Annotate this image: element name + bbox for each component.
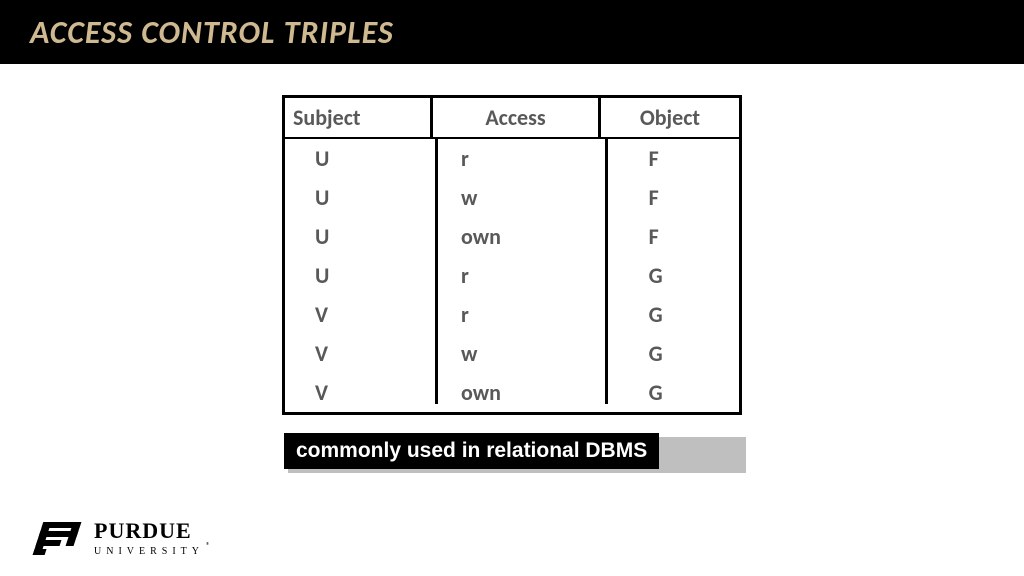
column-header-object: Object [601,98,739,137]
cell-subject: U [285,217,433,256]
purdue-logo-mark [30,520,84,558]
cell-object: G [601,373,739,412]
logo-word: PURDUE [94,520,210,542]
table-divider [605,137,608,404]
table-row: U r G [285,256,739,295]
cell-subject: U [285,139,433,178]
cell-access: r [433,295,601,334]
cell-subject: V [285,373,433,412]
cell-object: G [601,334,739,373]
cell-access: own [433,217,601,256]
cell-access: r [433,139,601,178]
cell-subject: U [285,178,433,217]
logo-subline: UNIVERSITY® [94,542,210,558]
title-bar: ACCESS CONTROL TRIPLES [0,0,1024,64]
registered-icon: ® [206,541,210,551]
table-row: U w F [285,178,739,217]
table-row: V own G [285,373,739,412]
cell-object: G [601,256,739,295]
table-row: V w G [285,334,739,373]
cell-access: w [433,178,601,217]
cell-object: F [601,217,739,256]
slide: ACCESS CONTROL TRIPLES Subject Access Ob… [0,0,1024,576]
cell-access: r [433,256,601,295]
content-area: Subject Access Object U r F U w F U own … [282,95,742,469]
cell-object: G [601,295,739,334]
purdue-logo-text: PURDUE UNIVERSITY® [94,520,210,558]
cell-access: own [433,373,601,412]
column-header-subject: Subject [285,98,433,137]
caption-box: commonly used in relational DBMS [284,433,742,469]
table-row: U own F [285,217,739,256]
caption-text: commonly used in relational DBMS [284,433,659,469]
cell-subject: U [285,256,433,295]
cell-subject: V [285,295,433,334]
column-header-access: Access [433,98,601,137]
cell-object: F [601,139,739,178]
slide-title: ACCESS CONTROL TRIPLES [30,13,394,52]
cell-access: w [433,334,601,373]
logo-sub: UNIVERSITY [94,546,204,557]
cell-object: F [601,178,739,217]
cell-subject: V [285,334,433,373]
table-row: U r F [285,139,739,178]
table-header-row: Subject Access Object [285,98,739,139]
purdue-logo: PURDUE UNIVERSITY® [30,520,210,558]
table-row: V r G [285,295,739,334]
triples-table: Subject Access Object U r F U w F U own … [282,95,742,415]
